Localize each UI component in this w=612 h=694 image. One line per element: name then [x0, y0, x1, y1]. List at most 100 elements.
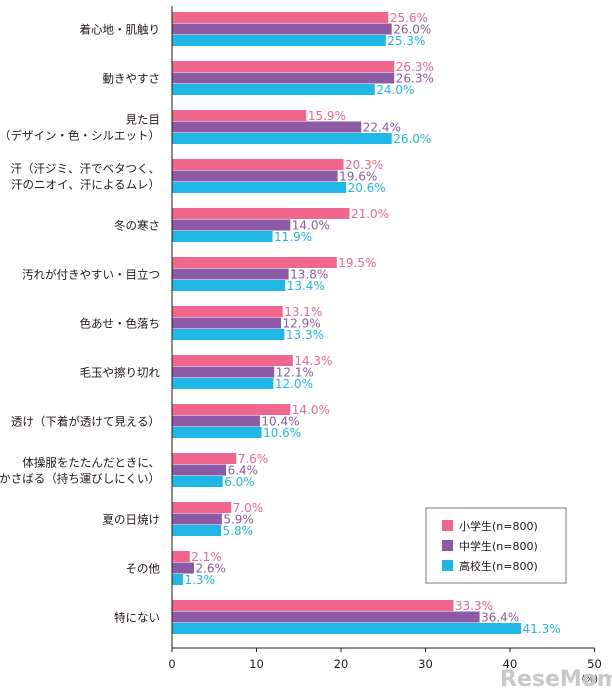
data-label: 13.1%: [284, 305, 322, 319]
bar: [172, 61, 395, 72]
data-label: 6.0%: [224, 475, 255, 489]
x-tick-label: 10: [249, 657, 264, 671]
bar: [172, 562, 194, 574]
bar: [172, 329, 285, 340]
category-label: 見た目: [126, 112, 161, 126]
data-label: 14.0%: [292, 219, 330, 233]
data-label: 15.9%: [308, 109, 346, 123]
data-label: 20.6%: [348, 181, 386, 195]
bar: [172, 453, 237, 464]
legend-label: 高校生(n=800): [459, 559, 538, 573]
data-label: 14.3%: [294, 354, 332, 368]
data-label: 26.3%: [396, 60, 434, 74]
data-label: 13.4%: [287, 279, 325, 293]
bar: [172, 600, 454, 611]
data-label: 26.0%: [393, 132, 431, 146]
data-label: 2.6%: [195, 562, 226, 576]
legend-label: 中学生(n=800): [459, 539, 538, 553]
legend-swatch: [442, 560, 453, 571]
bar: [172, 623, 521, 634]
bar: [172, 280, 286, 291]
category-label: 汚れが付きやすい・目立つ: [22, 267, 160, 281]
data-label: 19.5%: [338, 256, 376, 270]
data-label: 25.3%: [387, 34, 425, 48]
data-label: 7.0%: [233, 501, 264, 515]
category-label: （デザイン・色・シルエット）: [0, 128, 160, 142]
bar: [172, 513, 222, 525]
bar: [172, 35, 386, 46]
data-label: 22.4%: [363, 121, 401, 135]
category-label: 色あせ・色落ち: [80, 316, 161, 330]
data-label: 13.8%: [290, 268, 328, 282]
data-label: 19.6%: [339, 170, 377, 184]
data-label: 2.1%: [191, 550, 222, 564]
x-tick-label: 0: [168, 657, 175, 671]
bar: [172, 355, 293, 366]
bar: [172, 551, 190, 562]
data-label: 10.6%: [263, 426, 301, 440]
category-label: 動きやすさ: [103, 71, 161, 85]
bar: [172, 170, 338, 182]
bar: [172, 574, 183, 585]
data-label: 33.3%: [455, 599, 493, 613]
data-label: 12.1%: [276, 366, 314, 380]
category-label: 透け（下着が透けて見える）: [11, 414, 160, 428]
category-label: 毛玉や擦り切れ: [80, 365, 161, 379]
data-label: 21.0%: [351, 207, 389, 221]
data-label: 10.4%: [261, 415, 299, 429]
legend-label: 小学生(n=800): [459, 519, 538, 533]
bar: [172, 476, 223, 487]
bar: [172, 133, 392, 144]
bar: [172, 415, 260, 427]
category-label: 夏の日焼け: [103, 512, 161, 526]
data-label: 36.4%: [481, 611, 519, 625]
bar: [172, 366, 275, 378]
bar: [172, 110, 307, 121]
category-label: かさばる（持ち運びしにくい）: [0, 471, 160, 485]
watermark: ReseMom: [500, 667, 612, 692]
data-label: 14.0%: [292, 403, 330, 417]
data-label: 11.9%: [274, 230, 312, 244]
bar: [172, 378, 274, 389]
legend-swatch: [442, 540, 453, 551]
category-label: 汗（汗ジミ、汗でベタつく、: [11, 161, 161, 175]
bar: [172, 404, 291, 415]
data-label: 7.6%: [238, 452, 269, 466]
data-label: 5.9%: [223, 513, 254, 527]
category-label: 冬の寒さ: [114, 218, 160, 232]
data-label: 20.3%: [345, 158, 383, 172]
data-label: 1.3%: [184, 573, 215, 587]
x-tick-label: 40: [503, 657, 518, 671]
data-label: 13.3%: [286, 328, 324, 342]
category-label: その他: [126, 561, 161, 575]
bar: [172, 257, 337, 268]
data-label: 25.6%: [390, 11, 428, 25]
bar: [172, 23, 392, 35]
x-tick-label: 50: [587, 657, 602, 671]
bar: [172, 12, 389, 23]
data-label: 12.9%: [283, 317, 321, 331]
bar: [172, 427, 262, 438]
x-tick-label: 20: [334, 657, 349, 671]
bar: [172, 208, 350, 219]
bar: [172, 611, 480, 623]
legend-swatch: [442, 520, 453, 531]
x-unit-label: (%): [582, 674, 598, 685]
bar: [172, 72, 395, 84]
data-label: 26.0%: [393, 23, 431, 37]
category-label: 着心地・肌触り: [80, 22, 161, 36]
bar: [172, 317, 282, 329]
data-label: 26.3%: [396, 72, 434, 86]
category-label: 体操服をたたんだときに、: [22, 455, 160, 469]
bar: [172, 219, 291, 231]
bar: [172, 464, 227, 476]
bar: [172, 159, 344, 170]
category-label: 特にない: [114, 610, 160, 624]
bar: [172, 182, 347, 193]
data-label: 24.0%: [376, 83, 414, 97]
data-label: 5.8%: [223, 524, 254, 538]
data-label: 41.3%: [522, 622, 560, 636]
x-tick-label: 30: [418, 657, 433, 671]
data-label: 12.0%: [275, 377, 313, 391]
